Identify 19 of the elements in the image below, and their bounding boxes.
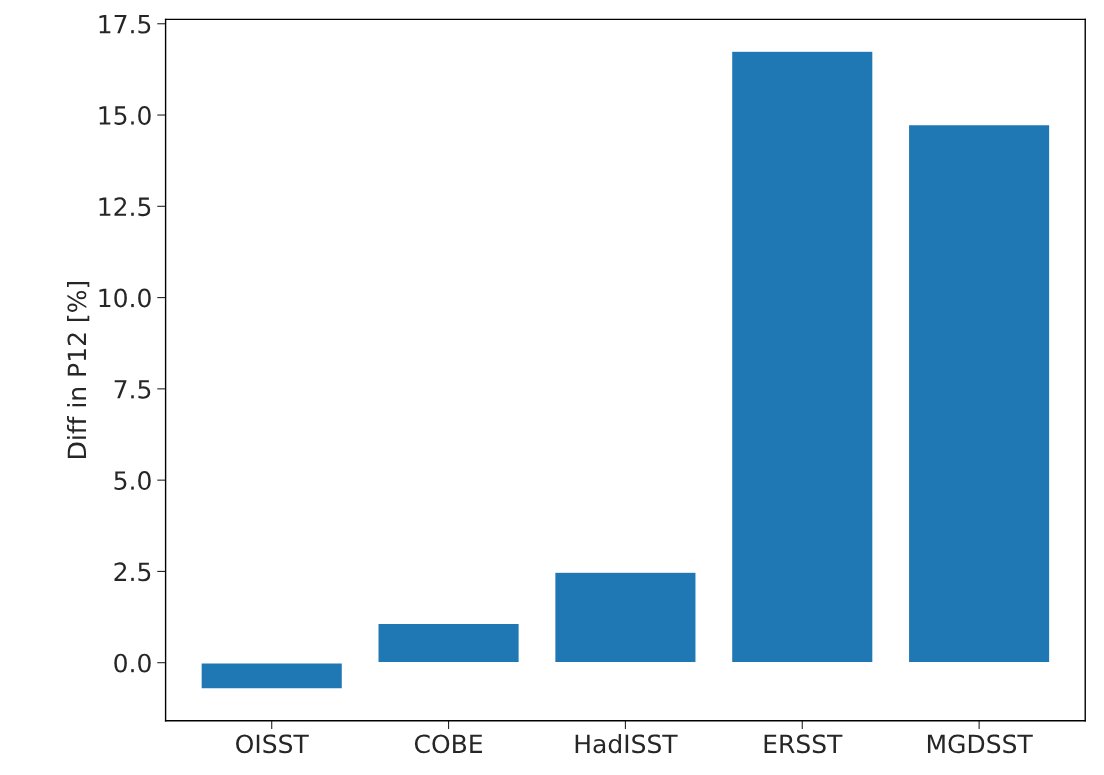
bar <box>200 662 344 690</box>
y-tick-label: 15.0 <box>99 105 151 125</box>
y-tick-label: 5.0 <box>114 471 151 490</box>
x-tick-label: OISST <box>236 734 309 754</box>
y-tick-label: 10.0 <box>99 288 151 308</box>
bar <box>730 50 874 664</box>
bar <box>377 622 520 664</box>
y-tick-label: 12.5 <box>99 197 151 217</box>
y-tick-label: 17.5 <box>99 15 151 34</box>
x-tick-label: HadISST <box>575 733 678 754</box>
y-axis-title: Diff in P12 [%] <box>66 281 90 458</box>
x-tick-label: MGDSST <box>927 734 1033 754</box>
bar <box>907 123 1051 664</box>
x-tick-label: ERSST <box>764 734 843 754</box>
y-tick-label: 2.5 <box>114 562 151 582</box>
bar <box>553 571 697 664</box>
y-tick-label: 0.0 <box>114 653 151 673</box>
y-tick-label: 7.5 <box>114 380 151 399</box>
x-tick-label: COBE <box>414 734 482 754</box>
